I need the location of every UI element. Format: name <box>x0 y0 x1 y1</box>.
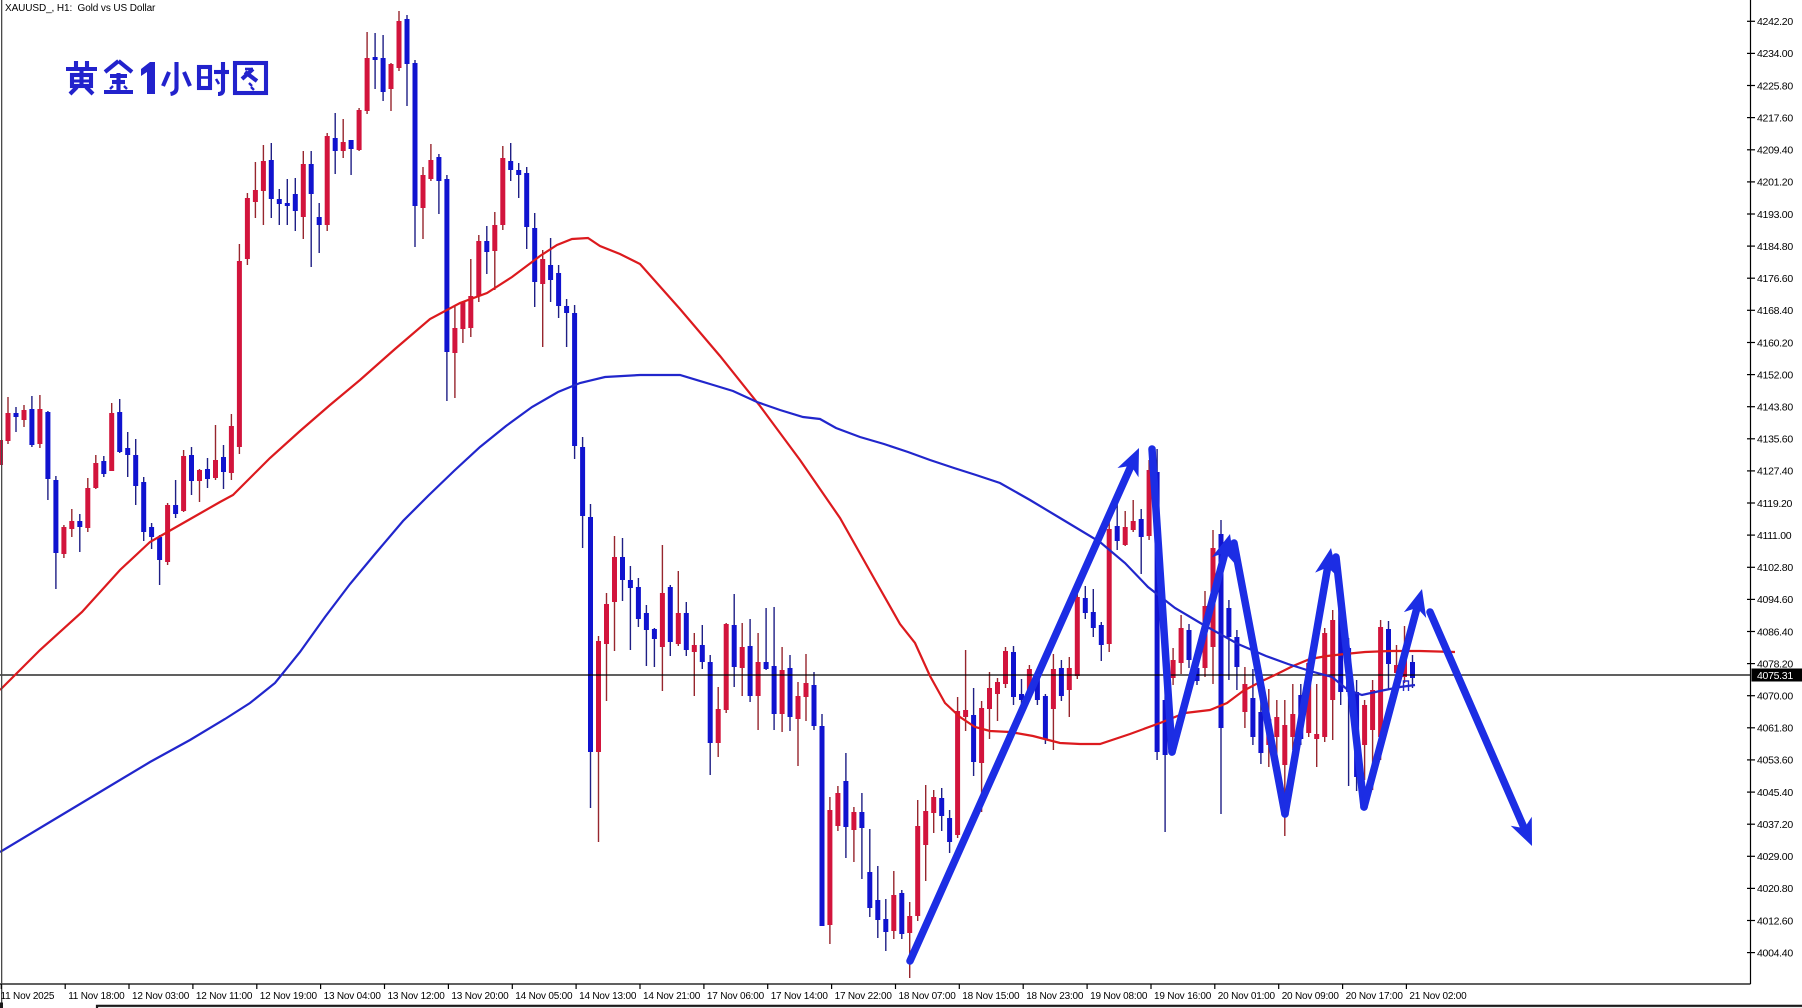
svg-text:4201.20: 4201.20 <box>1757 177 1793 189</box>
svg-text:14 Nov 05:00: 14 Nov 05:00 <box>515 991 573 1002</box>
svg-text:12 Nov 03:00: 12 Nov 03:00 <box>132 991 190 1002</box>
svg-text:4102.80: 4102.80 <box>1757 562 1793 574</box>
svg-text:14 Nov 21:00: 14 Nov 21:00 <box>643 991 701 1002</box>
svg-text:4078.20: 4078.20 <box>1757 658 1793 670</box>
svg-text:12 Nov 19:00: 12 Nov 19:00 <box>260 991 318 1002</box>
svg-text:4234.00: 4234.00 <box>1757 48 1793 60</box>
svg-text:17 Nov 06:00: 17 Nov 06:00 <box>707 991 765 1002</box>
svg-text:4061.80: 4061.80 <box>1757 723 1793 735</box>
svg-text:4193.00: 4193.00 <box>1757 209 1793 221</box>
svg-text:13 Nov 04:00: 13 Nov 04:00 <box>324 991 382 1002</box>
svg-text:18 Nov 07:00: 18 Nov 07:00 <box>899 991 957 1002</box>
svg-text:4152.00: 4152.00 <box>1757 369 1793 381</box>
svg-text:4184.80: 4184.80 <box>1757 241 1793 253</box>
svg-text:4086.40: 4086.40 <box>1757 626 1793 638</box>
svg-text:4012.60: 4012.60 <box>1757 915 1793 927</box>
svg-text:4037.20: 4037.20 <box>1757 819 1793 831</box>
svg-text:14 Nov 13:00: 14 Nov 13:00 <box>579 991 637 1002</box>
svg-text:13 Nov 12:00: 13 Nov 12:00 <box>388 991 446 1002</box>
svg-text:11 Nov 18:00: 11 Nov 18:00 <box>68 991 125 1002</box>
svg-text:18 Nov 15:00: 18 Nov 15:00 <box>962 991 1020 1002</box>
svg-text:4045.40: 4045.40 <box>1757 787 1793 799</box>
svg-text:4119.20: 4119.20 <box>1757 498 1793 510</box>
svg-text:4111.00: 4111.00 <box>1757 530 1792 542</box>
svg-text:20 Nov 09:00: 20 Nov 09:00 <box>1282 991 1340 1002</box>
svg-text:20 Nov 01:00: 20 Nov 01:00 <box>1218 991 1276 1002</box>
svg-text:4176.60: 4176.60 <box>1757 273 1793 285</box>
svg-text:21 Nov 02:00: 21 Nov 02:00 <box>1409 991 1467 1002</box>
svg-text:4143.80: 4143.80 <box>1757 402 1793 414</box>
svg-text:4029.00: 4029.00 <box>1757 851 1793 863</box>
svg-text:19 Nov 16:00: 19 Nov 16:00 <box>1154 991 1212 1002</box>
svg-text:4217.60: 4217.60 <box>1757 112 1793 124</box>
svg-text:4020.80: 4020.80 <box>1757 883 1793 895</box>
svg-text:20 Nov 17:00: 20 Nov 17:00 <box>1346 991 1404 1002</box>
svg-text:4127.40: 4127.40 <box>1757 466 1793 478</box>
svg-text:12 Nov 11:00: 12 Nov 11:00 <box>196 991 253 1002</box>
svg-text:18 Nov 23:00: 18 Nov 23:00 <box>1026 991 1084 1002</box>
svg-text:4225.80: 4225.80 <box>1757 80 1793 92</box>
svg-text:4209.40: 4209.40 <box>1757 145 1793 157</box>
svg-text:19 Nov 08:00: 19 Nov 08:00 <box>1090 991 1148 1002</box>
svg-text:4242.20: 4242.20 <box>1757 16 1793 28</box>
svg-text:4053.60: 4053.60 <box>1757 755 1793 767</box>
svg-text:4004.40: 4004.40 <box>1757 947 1793 959</box>
svg-text:13 Nov 20:00: 13 Nov 20:00 <box>451 991 509 1002</box>
svg-text:17 Nov 14:00: 17 Nov 14:00 <box>771 991 829 1002</box>
svg-text:4094.60: 4094.60 <box>1757 594 1793 606</box>
svg-text:4070.00: 4070.00 <box>1757 691 1793 703</box>
svg-text:11 Nov 2025: 11 Nov 2025 <box>1 991 55 1002</box>
svg-text:17 Nov 22:00: 17 Nov 22:00 <box>835 991 893 1002</box>
svg-text:XAUUSD_, H1: Gold vs US Dolla: XAUUSD_, H1: Gold vs US Dollar <box>5 3 156 14</box>
svg-text:4075.31: 4075.31 <box>1757 670 1793 682</box>
svg-text:4168.40: 4168.40 <box>1757 305 1793 317</box>
svg-text:4135.60: 4135.60 <box>1757 434 1793 446</box>
svg-text:4160.20: 4160.20 <box>1757 337 1793 349</box>
